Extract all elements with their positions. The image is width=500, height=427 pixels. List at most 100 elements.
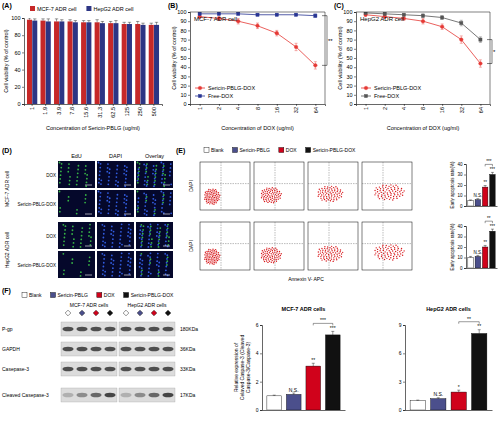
x-tick-label: 32 <box>459 107 465 113</box>
y-tick: 0 <box>349 101 356 107</box>
point <box>459 38 463 42</box>
flow-dot <box>210 197 211 198</box>
quadrant-line <box>308 162 358 210</box>
cell-dot <box>100 179 102 181</box>
cell-dot <box>170 167 172 169</box>
micrograph <box>136 161 173 188</box>
cell-dot <box>141 238 143 240</box>
cell-dot <box>64 229 66 231</box>
y-tick: 6 <box>256 322 262 328</box>
x-tick-mark <box>32 104 33 106</box>
cell-dot <box>89 227 91 229</box>
cell-dot <box>170 192 172 194</box>
flow-dot <box>273 259 274 260</box>
flow-dot <box>326 196 327 197</box>
cell-dot <box>68 163 70 165</box>
flow-dot <box>279 251 280 252</box>
y-tick: 20 <box>346 83 356 89</box>
flow-dot <box>333 187 334 188</box>
cell-dot <box>144 205 146 207</box>
error-bar <box>422 18 425 24</box>
flow-dot <box>335 186 336 187</box>
row-label: Sericin-PBLG-DOX <box>17 263 56 268</box>
flow-dot <box>216 192 217 193</box>
cell-dot <box>158 246 160 248</box>
cell-dot <box>137 180 139 182</box>
flow-dot <box>393 193 394 194</box>
error-bar <box>275 30 278 36</box>
cell-dot <box>129 262 131 264</box>
cell-dot <box>159 227 161 229</box>
error-bar <box>273 395 276 397</box>
error-bar <box>383 13 386 15</box>
y-tick-label: 30 <box>180 74 186 80</box>
flow-dot <box>325 194 326 195</box>
y-tick-mark <box>354 12 356 13</box>
cell-dot <box>138 167 140 169</box>
scale-bar <box>163 246 170 247</box>
cell-dot <box>165 240 167 242</box>
flow-dot <box>217 255 218 256</box>
flow-dot <box>395 251 396 252</box>
y-tick-mark <box>188 104 190 105</box>
y-tick-label: 10 <box>457 193 463 198</box>
bar <box>451 392 466 410</box>
cell-dot <box>115 209 117 211</box>
flow-dot <box>278 254 279 255</box>
flow-dot <box>385 247 386 248</box>
cell-dot <box>112 267 114 269</box>
flow-dot <box>273 201 274 202</box>
y-axis-line <box>354 13 357 105</box>
flow-dot <box>374 190 375 191</box>
y-axis-line <box>464 165 467 207</box>
cell-dot <box>139 262 141 264</box>
flow-dot <box>321 254 322 255</box>
error-bar <box>109 21 112 23</box>
flow-dot <box>336 197 337 198</box>
cell-dot <box>100 212 102 214</box>
cell-dot <box>164 182 166 184</box>
cell-dot <box>72 229 74 231</box>
flow-dot <box>263 257 264 258</box>
cell-dot <box>111 258 113 260</box>
flow-dot <box>206 199 207 200</box>
flow-dot <box>265 259 266 260</box>
cell-dot <box>166 260 168 262</box>
y-tick: 40 <box>14 67 24 73</box>
flow-dot <box>394 194 395 195</box>
micrograph <box>136 190 173 217</box>
x-axis-line <box>263 410 346 411</box>
cell-dot <box>112 238 114 240</box>
flow-dot <box>271 194 272 195</box>
cell-dot <box>156 235 158 237</box>
error-bar <box>364 12 367 14</box>
y-tick-label: 20 <box>180 83 186 89</box>
cell-dot <box>99 170 101 172</box>
flow-dot <box>390 192 391 193</box>
flow-dot <box>388 186 389 187</box>
flow-dot <box>275 199 276 200</box>
cell-dot <box>112 234 114 236</box>
flow-dot <box>270 193 271 194</box>
flow-dot <box>210 257 211 258</box>
column-header: EdU <box>71 153 82 159</box>
bar <box>490 175 495 207</box>
flow-dot <box>211 252 212 253</box>
cell-dot <box>150 223 152 225</box>
flow-dot <box>207 200 208 201</box>
flow-dot <box>208 202 209 203</box>
cell-dot <box>77 169 79 171</box>
cell-dot <box>59 207 61 209</box>
bar <box>86 22 91 104</box>
bar <box>149 25 154 104</box>
error-bar <box>314 62 317 69</box>
cell-dot <box>139 237 141 239</box>
cell-dot <box>111 275 113 277</box>
y-tick: 50 <box>346 55 356 61</box>
flow-dot <box>270 253 271 254</box>
flow-dot <box>320 252 321 253</box>
flow-dot <box>393 256 394 257</box>
cell-dot <box>142 229 144 231</box>
cell-dot <box>68 167 70 169</box>
cell-dot <box>166 235 168 237</box>
